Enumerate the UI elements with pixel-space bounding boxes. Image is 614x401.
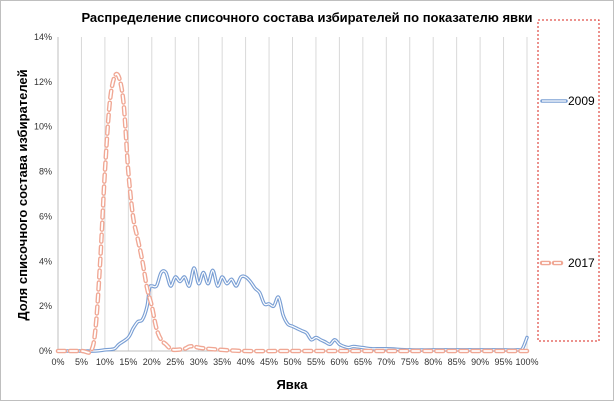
x-tick-label: 5% xyxy=(75,357,88,367)
chart-title: Распределение списочного состава избират… xyxy=(81,10,532,25)
x-tick-label: 95% xyxy=(495,357,513,367)
y-tick-label: 8% xyxy=(39,167,52,177)
x-tick-label: 55% xyxy=(307,357,325,367)
x-tick-label: 90% xyxy=(471,357,489,367)
y-tick-label: 4% xyxy=(39,256,52,266)
legend: 2009 2017 xyxy=(539,94,595,270)
y-axis-label: Доля списочного состава избирателей xyxy=(15,69,30,320)
legend-item-2009: 2009 xyxy=(540,94,595,108)
x-tick-label: 60% xyxy=(330,357,348,367)
legend-box xyxy=(537,19,600,342)
x-tick-label: 40% xyxy=(237,357,255,367)
x-tick-label: 85% xyxy=(448,357,466,367)
x-tick-label: 75% xyxy=(401,357,419,367)
x-tick-label: 10% xyxy=(96,357,114,367)
x-tick-label: 15% xyxy=(119,357,137,367)
x-axis-label: Явка xyxy=(276,377,308,392)
grid-layer xyxy=(80,37,528,351)
x-tick-label: 65% xyxy=(354,357,372,367)
x-tick-label: 20% xyxy=(143,357,161,367)
x-tick-label: 45% xyxy=(260,357,278,367)
series-layer xyxy=(55,71,530,355)
y-tick-label: 14% xyxy=(34,32,52,42)
legend-label: 2009 xyxy=(568,94,595,108)
x-tick-label: 35% xyxy=(213,357,231,367)
x-tick-label: 25% xyxy=(166,357,184,367)
x-tick-label: 80% xyxy=(424,357,442,367)
y-tick-label: 6% xyxy=(39,211,52,221)
x-tick-label: 30% xyxy=(190,357,208,367)
legend-label: 2017 xyxy=(568,256,595,270)
series-line-inner-2009 xyxy=(57,267,528,352)
legend-item-2017: 2017 xyxy=(539,256,595,270)
y-tick-label: 12% xyxy=(34,77,52,87)
y-tick-label: 0% xyxy=(39,346,52,356)
y-tick-label: 10% xyxy=(34,122,52,132)
axes-layer: 0% 5% 10% 15% 20% 25% 30% 35% 40% 45% 50% 55% 60% 65%… xyxy=(34,32,539,367)
series-line-inner-2017 xyxy=(57,73,528,354)
x-tick-label: 70% xyxy=(377,357,395,367)
x-tick-label: 0% xyxy=(51,357,64,367)
x-tick-label: 50% xyxy=(283,357,301,367)
y-tick-label: 2% xyxy=(39,301,52,311)
x-tick-label: 100% xyxy=(515,357,538,367)
